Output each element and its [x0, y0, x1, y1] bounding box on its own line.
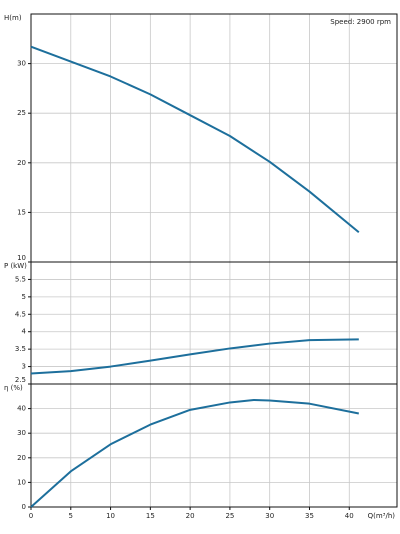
x-tick-label: 5	[69, 512, 73, 520]
annotation: Speed: 2900 rpm	[330, 18, 391, 26]
x-tick-label: 0	[29, 512, 33, 520]
y-tick-label: 4.5	[15, 310, 26, 318]
x-tick-label: 20	[186, 512, 195, 520]
x-tick-label: 25	[225, 512, 234, 520]
y-axis-label: H(m)	[4, 14, 22, 22]
y-tick-label: 5	[22, 293, 26, 301]
y-tick-label: 3	[22, 363, 26, 371]
curve	[30, 45, 360, 234]
y-axis-label: η (%)	[4, 384, 23, 392]
y-tick-label: 10	[17, 254, 26, 262]
x-tick-label: 15	[146, 512, 155, 520]
panel-frame	[30, 383, 398, 508]
y-tick-label: 5.5	[15, 275, 26, 283]
y-tick-label: 15	[17, 208, 26, 216]
y-tick-label: 40	[17, 405, 26, 413]
curve	[30, 338, 359, 375]
y-tick-label: 20	[17, 159, 26, 167]
panel-frame	[30, 13, 398, 263]
y-tick-label: 25	[17, 109, 26, 117]
x-tick-label: 35	[305, 512, 314, 520]
y-axis-label: P (kW)	[4, 262, 27, 270]
y-tick-label: 0	[22, 503, 26, 511]
y-tick-label: 30	[17, 60, 26, 68]
y-tick-label: 20	[17, 454, 26, 462]
x-tick-label: 40	[345, 512, 354, 520]
x-tick-label: 10	[106, 512, 115, 520]
x-axis-label: Q(m³/h)	[368, 512, 396, 520]
panel-frame	[30, 261, 398, 385]
x-tick-label: 30	[265, 512, 274, 520]
y-tick-label: 4	[22, 328, 27, 336]
y-tick-label: 3.5	[15, 345, 26, 353]
curve	[30, 398, 360, 508]
y-tick-label: 30	[17, 429, 26, 437]
y-tick-label: 10	[17, 478, 26, 486]
y-tick-label: 2.5	[15, 376, 26, 384]
